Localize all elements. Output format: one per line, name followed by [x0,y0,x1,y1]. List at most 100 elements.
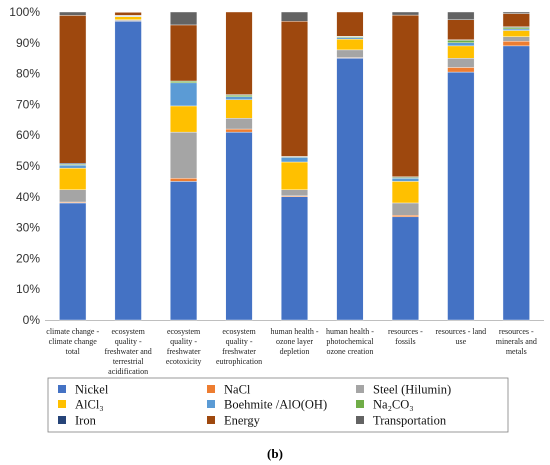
bar-segment [447,67,475,73]
bar-segment [225,128,253,133]
bar-segment [336,37,364,40]
x-tick-label: freshwater [167,347,201,356]
legend-label: Boehmite /AlO(OH) [224,398,327,412]
x-tick-label: fossils [395,337,415,346]
x-tick-label: ozone creation [327,347,374,356]
x-tick-label: resources - [388,327,423,336]
bar-segment [280,21,309,157]
bar-stack [59,11,87,321]
bar-segment [59,189,87,203]
legend-label: Steel (Hilumin) [373,383,451,397]
bar-segment [391,14,419,177]
x-tick-label: human health - [326,327,374,336]
legend-swatch [207,385,215,393]
bar-segment [391,178,419,182]
chart-bars [59,11,530,321]
bar-segment [447,19,475,40]
legend-swatch [356,400,364,408]
bar-segment [391,202,419,216]
y-tick-label: 50% [16,159,40,173]
bar-segment [225,11,253,95]
bar-stack [447,11,475,321]
x-tick-label: resources - [499,327,534,336]
legend-swatch [58,416,66,424]
legend-swatch [207,400,215,408]
bar-segment [170,11,198,26]
figure-caption: (b) [267,446,283,461]
legend-label: Nickel [75,383,109,397]
bar-segment [447,42,475,47]
x-tick-label: total [66,347,81,356]
bar-segment [502,13,530,27]
bar-segment [225,96,253,100]
x-tick-label: minerals and [496,337,537,346]
bar-segment [391,215,419,218]
bar-segment [447,58,475,68]
legend-swatch [58,385,66,393]
y-tick-label: 20% [16,251,40,265]
bar-segment [280,11,309,22]
bar-stack [170,11,198,321]
x-tick-label: climate change - [46,327,99,336]
bar-segment [391,216,419,321]
legend-label: Energy [224,414,261,428]
bar-segment [447,45,475,59]
bar-stack [502,11,530,321]
legend-swatch [356,416,364,424]
legend-item: Iron [58,414,97,428]
bar-segment [59,164,87,169]
legend-item: Nickel [58,383,109,397]
bar-segment [59,202,87,321]
bar-segment [502,45,530,321]
chart-legend: Nickel NaCl Steel (Hilumin) AlCl₃ Boehmite /… [47,377,509,433]
bar-segment [336,38,364,51]
legend-label: NaCl [224,383,251,397]
x-tick-label: depletion [280,347,310,356]
bar-segment [170,105,198,133]
y-tick-label: 10% [16,282,40,296]
bar-segment [502,41,530,47]
x-tick-label: ecosystem [222,327,256,336]
bar-stack [114,11,142,321]
legend-item: AlCl₃ [58,398,104,412]
legend-swatch [58,400,66,408]
bar-segment [59,11,87,16]
bar-segment [391,11,419,16]
bar-segment [59,167,87,190]
x-tick-label: climate change [49,337,98,346]
legend-item: Energy [207,414,261,428]
bar-segment [170,181,198,321]
bar-segment [447,71,475,321]
bar-segment [114,21,142,321]
legend-item: Transportation [356,414,447,428]
bar-stack [391,11,419,321]
y-tick-label: 70% [16,97,40,111]
bar-segment [502,27,530,30]
legend-item: Na₂CO₃ [356,398,414,412]
legend-label: Na₂CO₃ [373,398,414,412]
bar-segment [336,49,364,58]
legend-label: Iron [75,414,97,428]
bar-segment [336,58,364,321]
x-tick-label: ecosystem [167,327,201,336]
bar-segment [280,157,309,163]
bar-stack [225,11,253,321]
y-tick-label: 80% [16,67,40,81]
bar-segment [59,15,87,164]
x-tick-label: acidification [108,367,148,376]
x-tick-label: resources - land [436,327,487,336]
bar-segment [391,181,419,204]
bar-segment [502,28,530,31]
x-tick-label: quality - [170,337,197,346]
x-tick-label: use [455,337,466,346]
chart-axes: 0% 10% 20% 30% 40% 50% 60% 70% 80% 90% 100% [9,5,544,327]
bar-segment [502,36,530,42]
legend-box [47,377,509,433]
x-tick-label: human health - [271,327,319,336]
x-tick-label: terrestrial [113,357,144,366]
x-tick-label: freshwater [222,347,256,356]
x-tick-label: ecosystem [112,327,146,336]
x-tick-label: eutrophication [216,357,262,366]
